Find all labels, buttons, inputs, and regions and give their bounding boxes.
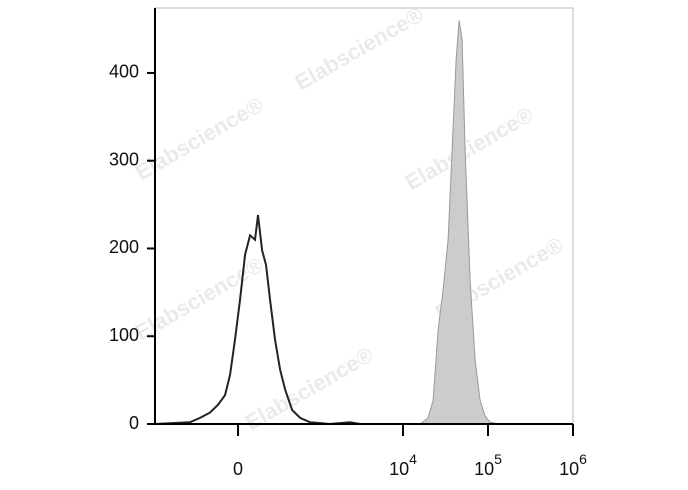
y-tick-label: 100 xyxy=(109,325,139,345)
x-tick-exponent: 5 xyxy=(494,451,502,467)
x-tick-base: 0 xyxy=(233,459,243,479)
y-tick-label: 300 xyxy=(109,149,139,169)
x-tick-base: 10 xyxy=(389,459,409,479)
histogram xyxy=(154,215,401,426)
watermark: Elabscience® xyxy=(291,2,428,95)
y-tick-label: 0 xyxy=(129,413,139,433)
y-tick-label: 200 xyxy=(109,237,139,257)
x-tick-base: 10 xyxy=(474,459,494,479)
y-tick-label: 400 xyxy=(109,62,139,82)
x-tick-base: 10 xyxy=(559,459,579,479)
watermark: Elabscience® xyxy=(401,102,538,195)
x-tick-label: 106 xyxy=(559,451,587,479)
watermark: Elabscience® xyxy=(131,252,268,345)
x-tick-exponent: 4 xyxy=(409,451,417,467)
x-tick-label: 105 xyxy=(474,451,502,479)
x-tick-label: 104 xyxy=(389,451,417,479)
watermark: Elabscience® xyxy=(131,92,268,185)
x-tick-label: 0 xyxy=(233,459,243,479)
x-tick-exponent: 6 xyxy=(579,451,587,467)
histogram xyxy=(418,20,573,425)
